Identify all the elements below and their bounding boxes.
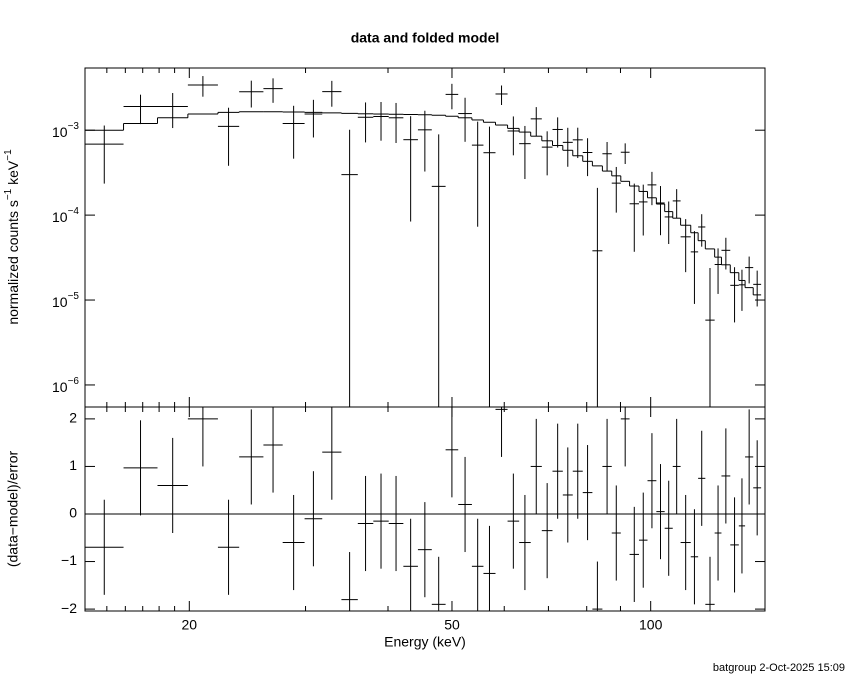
y-tick-label: −2 [61, 600, 77, 616]
bottom-frame [84, 406, 766, 612]
top-plot [85, 76, 762, 407]
y-axis-label-part: keV [5, 160, 21, 189]
y-tick-label: 10−6 [52, 376, 79, 395]
y-tick-exponent: −5 [68, 291, 80, 302]
y-tick-base: 10 [52, 124, 68, 140]
y-tick-label: −1 [61, 552, 77, 568]
y-tick-label: 0 [69, 505, 77, 521]
y-axis-label-exponent: −1 [3, 149, 14, 161]
y-tick-label: 10−5 [52, 291, 79, 310]
y-axis-label-top: normalized counts s−1 keV−1 [3, 149, 21, 325]
bottom-plot [85, 407, 765, 611]
footer: batgroup 2-Oct-2025 15:09 [713, 662, 845, 674]
y-axis-label-part: normalized counts s [5, 200, 21, 325]
y-tick-label: 2 [69, 410, 77, 426]
y-tick-base: 10 [52, 379, 68, 395]
y-tick-label: 1 [69, 457, 77, 473]
y-tick-exponent: −6 [68, 376, 80, 387]
chart-title: data and folded model [351, 30, 500, 46]
y-tick-base: 10 [52, 294, 68, 310]
x-tick-label: 20 [182, 617, 198, 633]
y-tick-exponent: −4 [68, 206, 80, 217]
y-axis-label-bottom: (data−model)/error [5, 450, 21, 567]
x-axis-label: Energy (keV) [384, 634, 466, 650]
y-tick-exponent: −3 [68, 121, 80, 132]
x-tick-label: 100 [639, 617, 663, 633]
y-tick-base: 10 [52, 209, 68, 225]
y-tick-label: 10−4 [52, 206, 79, 225]
y-axis-label-exponent: −1 [3, 188, 14, 200]
x-tick-label: 50 [444, 617, 460, 633]
y-tick-label: 10−3 [52, 121, 79, 140]
